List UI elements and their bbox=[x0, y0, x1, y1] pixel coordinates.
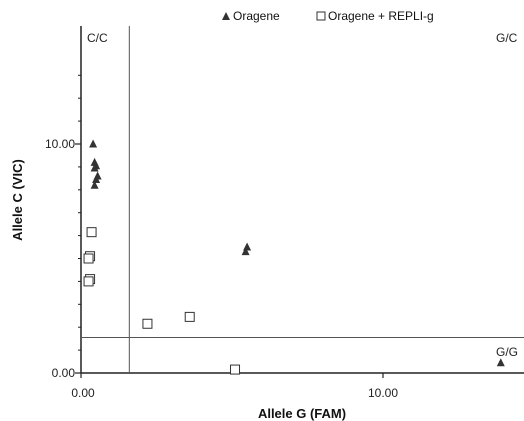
y-tick-label-0: 0.00 bbox=[52, 366, 76, 380]
square-point-oragene-repli-g bbox=[83, 276, 94, 287]
axis-ticks bbox=[75, 74, 384, 378]
legend-label-oragene: Oragene bbox=[233, 9, 280, 23]
square-point-oragene-repli-g bbox=[230, 364, 241, 375]
x-axis-label: Allele G (FAM) bbox=[258, 406, 346, 421]
y-tick-label-10: 10.00 bbox=[45, 137, 75, 151]
legend-triangle-marker bbox=[222, 12, 230, 20]
triangle-point-oragene bbox=[241, 247, 250, 256]
quadrant-label-gg: G/G bbox=[496, 345, 518, 359]
quadrant-label-cc: C/C bbox=[87, 31, 108, 45]
legend-label-oragene-repli-g: Oragene + REPLI-g bbox=[328, 9, 434, 23]
square-point-oragene-repli-g bbox=[142, 318, 153, 329]
triangle-point-oragene bbox=[243, 242, 252, 251]
y-axis-label: Allele C (VIC) bbox=[10, 159, 25, 241]
square-point-oragene-repli-g bbox=[184, 311, 195, 322]
x-tick-label-10: 10.00 bbox=[368, 386, 398, 400]
triangle-point-oragene bbox=[92, 174, 101, 183]
legend: Oragene Oragene + REPLI-g bbox=[222, 9, 434, 23]
legend-square-marker bbox=[316, 11, 326, 21]
data-points bbox=[83, 139, 505, 375]
quadrant-label-gc: G/C bbox=[496, 31, 518, 45]
square-point-oragene-repli-g bbox=[86, 227, 97, 238]
triangle-point-oragene bbox=[496, 358, 505, 367]
triangle-point-oragene bbox=[90, 163, 99, 172]
square-point-oragene-repli-g bbox=[83, 253, 94, 264]
x-tick-label-0: 0.00 bbox=[71, 386, 95, 400]
triangle-point-oragene bbox=[90, 180, 99, 189]
triangle-point-oragene bbox=[89, 139, 98, 148]
